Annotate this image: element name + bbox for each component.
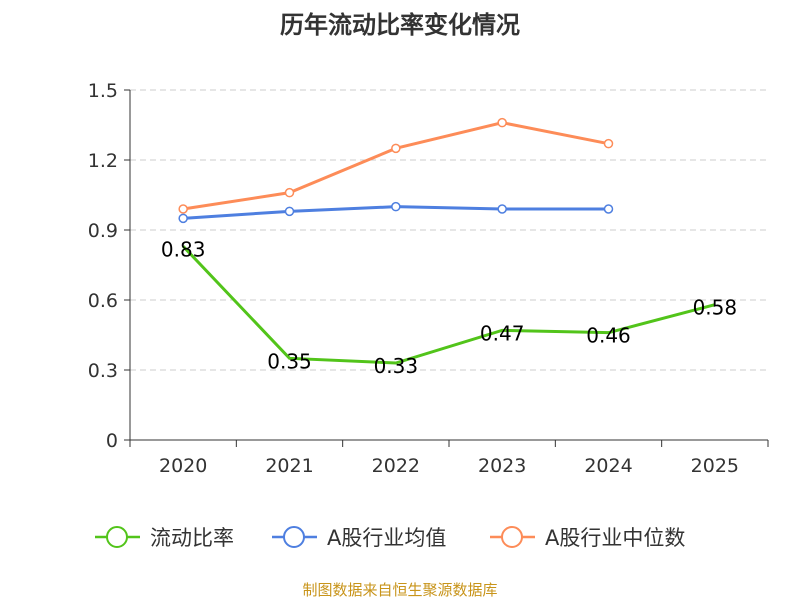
y-tick-label: 1.5 [88,80,118,102]
data-point[interactable] [391,201,401,212]
data-point[interactable] [391,143,401,154]
x-tick-label: 2023 [478,455,526,477]
data-label: 0.35 [267,349,312,373]
data-label: 0.47 [480,321,525,345]
y-tick-label: 0.6 [88,290,118,312]
series-line [182,121,609,211]
data-point[interactable] [284,206,295,217]
data-point[interactable] [497,204,507,214]
data-point[interactable] [178,204,188,214]
legend-circle-icon [283,526,305,548]
data-point[interactable] [603,204,614,214]
data-label: 0.83 [161,237,206,261]
legend-item[interactable]: 流动比率 [95,526,234,550]
y-tick-label: 1.2 [88,150,118,172]
series-line [182,245,716,365]
source-note: 制图数据来自恒生聚源数据库 [302,581,497,599]
legend-label: 流动比率 [150,526,234,550]
legend-item[interactable]: A股行业中位数 [490,526,685,550]
legend-circle-icon [106,526,128,548]
data-label: 0.33 [374,354,419,378]
data-label: 0.46 [586,324,631,348]
legend-circle-icon [501,526,523,548]
x-tick-label: 2022 [372,455,420,477]
legend-label: A股行业中位数 [545,526,685,550]
x-tick-label: 2021 [265,455,313,477]
data-point[interactable] [284,187,295,198]
legend-item[interactable]: A股行业均值 [272,526,446,550]
data-label: 0.58 [693,296,738,320]
y-tick-label: 0.9 [88,220,118,242]
y-tick-label: 0 [106,430,118,452]
chart-title: 历年流动比率变化情况 [280,11,520,39]
x-tick-label: 2020 [159,455,207,477]
data-point[interactable] [603,138,614,149]
legend-label: A股行业均值 [327,526,446,550]
x-tick-label: 2025 [691,455,739,477]
y-tick-label: 0.3 [88,360,118,382]
x-tick-label: 2024 [584,455,632,477]
data-point[interactable] [178,213,188,224]
data-point[interactable] [497,117,507,128]
